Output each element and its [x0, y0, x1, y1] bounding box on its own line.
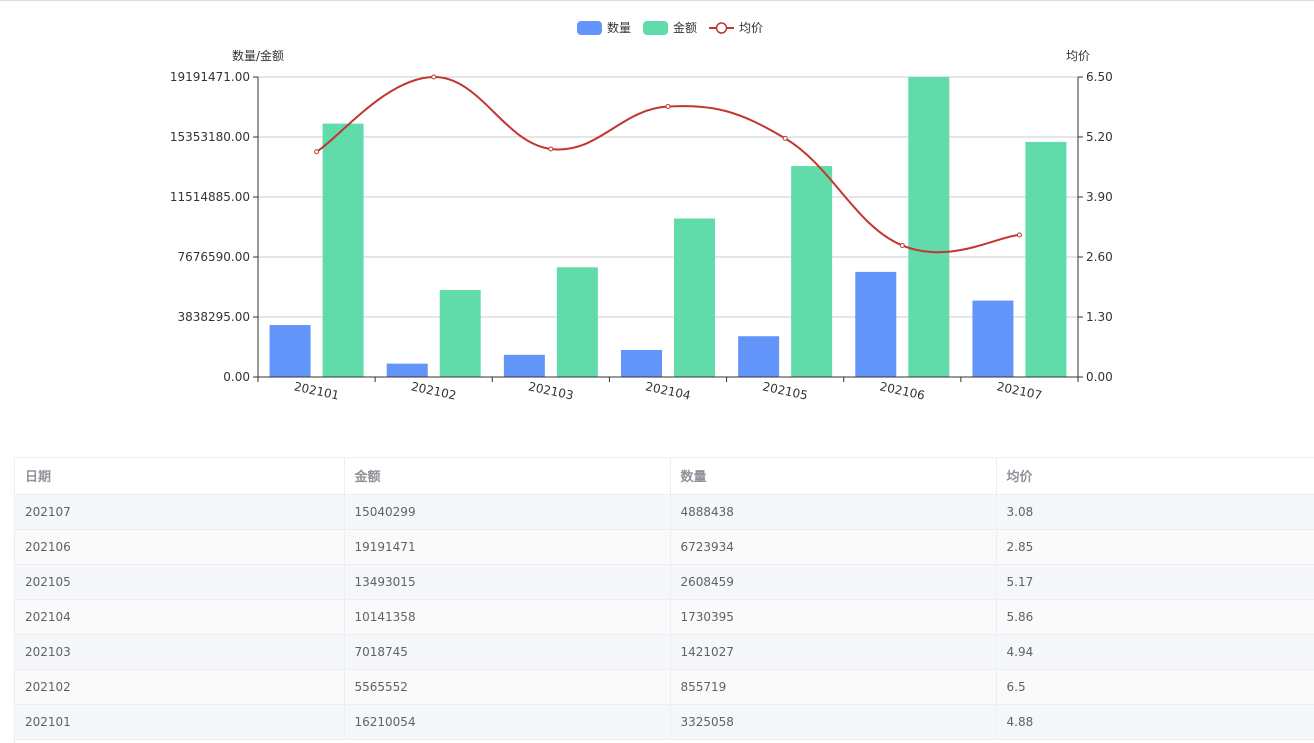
cell-avg-price: 3.08: [996, 494, 1314, 530]
table-row[interactable]: 202101 16210054 3325058 4.88: [15, 704, 1314, 740]
legend-swatch-marker: [715, 22, 728, 34]
bar: [621, 349, 662, 377]
y-tick-label-right: 1.30: [1086, 310, 1113, 324]
x-tick-label: 202104: [644, 379, 692, 402]
cell-amount: 15040299: [344, 494, 671, 530]
cell-date: 202101: [15, 704, 345, 740]
cell-quantity: 1421027: [670, 634, 997, 670]
bar: [908, 77, 950, 377]
table-row[interactable]: 202102 5565552 855719 6.5: [15, 669, 1314, 705]
y-tick-label-left: 19191471.00: [170, 70, 250, 84]
chart-legend: 数量 金额 均价: [577, 20, 763, 35]
bar: [738, 336, 780, 377]
header-avg-price[interactable]: 均价: [996, 458, 1314, 495]
cell-quantity: 2608459: [670, 564, 997, 600]
cell-amount: 7018745: [344, 634, 671, 670]
bar: [269, 325, 311, 377]
cell-quantity: 855719: [670, 669, 997, 705]
bar: [439, 289, 481, 377]
x-tick-label: 202103: [527, 379, 575, 402]
table-row[interactable]: 202106 19191471 6723934 2.85: [15, 529, 1314, 565]
cell-date: 202104: [15, 599, 345, 635]
line-point: [314, 149, 320, 155]
cell-date: 202106: [15, 529, 345, 565]
y-axis-left-label: 数量/金额: [232, 48, 284, 63]
line-point: [782, 135, 788, 141]
cell-avg-price: 4.88: [996, 704, 1314, 740]
line-series: [314, 74, 1022, 254]
y-axis-right-label: 均价: [1066, 49, 1090, 63]
cell-amount: 13493015: [344, 564, 671, 600]
legend-swatch: [643, 21, 668, 35]
x-tick-label: 202102: [410, 379, 458, 402]
header-quantity[interactable]: 数量: [670, 458, 997, 495]
table-row[interactable]: 202107 15040299 4888438 3.08: [15, 494, 1314, 530]
cell-date: 202103: [15, 634, 345, 670]
line-point: [431, 74, 437, 80]
grid-lines: [258, 76, 1078, 318]
bar: [503, 354, 545, 377]
y-tick-label-left: 3838295.00: [177, 310, 250, 324]
cell-avg-price: 2.85: [996, 529, 1314, 565]
x-tick-label: 202106: [878, 379, 926, 402]
x-tick-label: 202107: [996, 379, 1044, 402]
y-tick-label-right: 3.90: [1086, 190, 1113, 204]
header-date[interactable]: 日期: [15, 458, 345, 495]
cell-quantity: 1730395: [670, 599, 997, 635]
bar: [855, 271, 897, 377]
bar: [386, 363, 428, 377]
cell-date: 202105: [15, 564, 345, 600]
y-tick-label-right: 5.20: [1086, 130, 1113, 144]
y-tick-label-left: 15353180.00: [170, 130, 250, 144]
top-divider: [0, 0, 1314, 1]
cell-avg-price: 5.17: [996, 564, 1314, 600]
bar: [972, 300, 1014, 377]
line-point: [1016, 232, 1022, 238]
legend-label: 金额: [673, 20, 697, 35]
table-row[interactable]: 202103 7018745 1421027 4.94: [15, 634, 1314, 670]
bar: [1025, 141, 1067, 377]
cell-amount: 16210054: [344, 704, 671, 740]
legend-swatch: [577, 21, 602, 35]
bar: [322, 123, 364, 377]
line-point: [665, 104, 671, 110]
line-point: [548, 146, 554, 152]
y-tick-label-right: 2.60: [1086, 250, 1113, 264]
y-tick-label-right: 0.00: [1086, 370, 1113, 384]
y-tick-label-left: 11514885.00: [170, 190, 250, 204]
x-tick-label: 202101: [293, 379, 341, 402]
cell-quantity: 4888438: [670, 494, 997, 530]
table-row[interactable]: 202104 10141358 1730395 5.86: [15, 599, 1314, 635]
line-point: [899, 242, 905, 248]
data-table-container: 日期 金额 数量 均价 202107 15040299 4888438 3.08…: [14, 457, 1314, 743]
cell-date: 202107: [15, 494, 345, 530]
bar-series: [269, 77, 1067, 377]
legend-label: 数量: [607, 20, 631, 35]
cell-amount: 19191471: [344, 529, 671, 565]
y-tick-label-left: 7676590.00: [177, 250, 250, 264]
cell-amount: 10141358: [344, 599, 671, 635]
cell-quantity: 6723934: [670, 529, 997, 565]
cell-avg-price: 6.5: [996, 669, 1314, 705]
data-table: 日期 金额 数量 均价 202107 15040299 4888438 3.08…: [15, 458, 1314, 740]
x-tick-label: 202105: [761, 379, 809, 402]
cell-date: 202102: [15, 669, 345, 705]
bar: [674, 218, 715, 377]
bar: [556, 267, 598, 377]
cell-avg-price: 4.94: [996, 634, 1314, 670]
cell-amount: 5565552: [344, 669, 671, 705]
y-tick-label-left: 0.00: [223, 370, 250, 384]
cell-quantity: 3325058: [670, 704, 997, 740]
legend-label: 均价: [739, 21, 763, 35]
bar: [791, 166, 833, 377]
cell-avg-price: 5.86: [996, 599, 1314, 635]
table-row[interactable]: 202105 13493015 2608459 5.17: [15, 564, 1314, 600]
header-amount[interactable]: 金额: [344, 458, 671, 495]
y-tick-label-right: 6.50: [1086, 70, 1113, 84]
table-header-row: 日期 金额 数量 均价: [15, 458, 1314, 495]
